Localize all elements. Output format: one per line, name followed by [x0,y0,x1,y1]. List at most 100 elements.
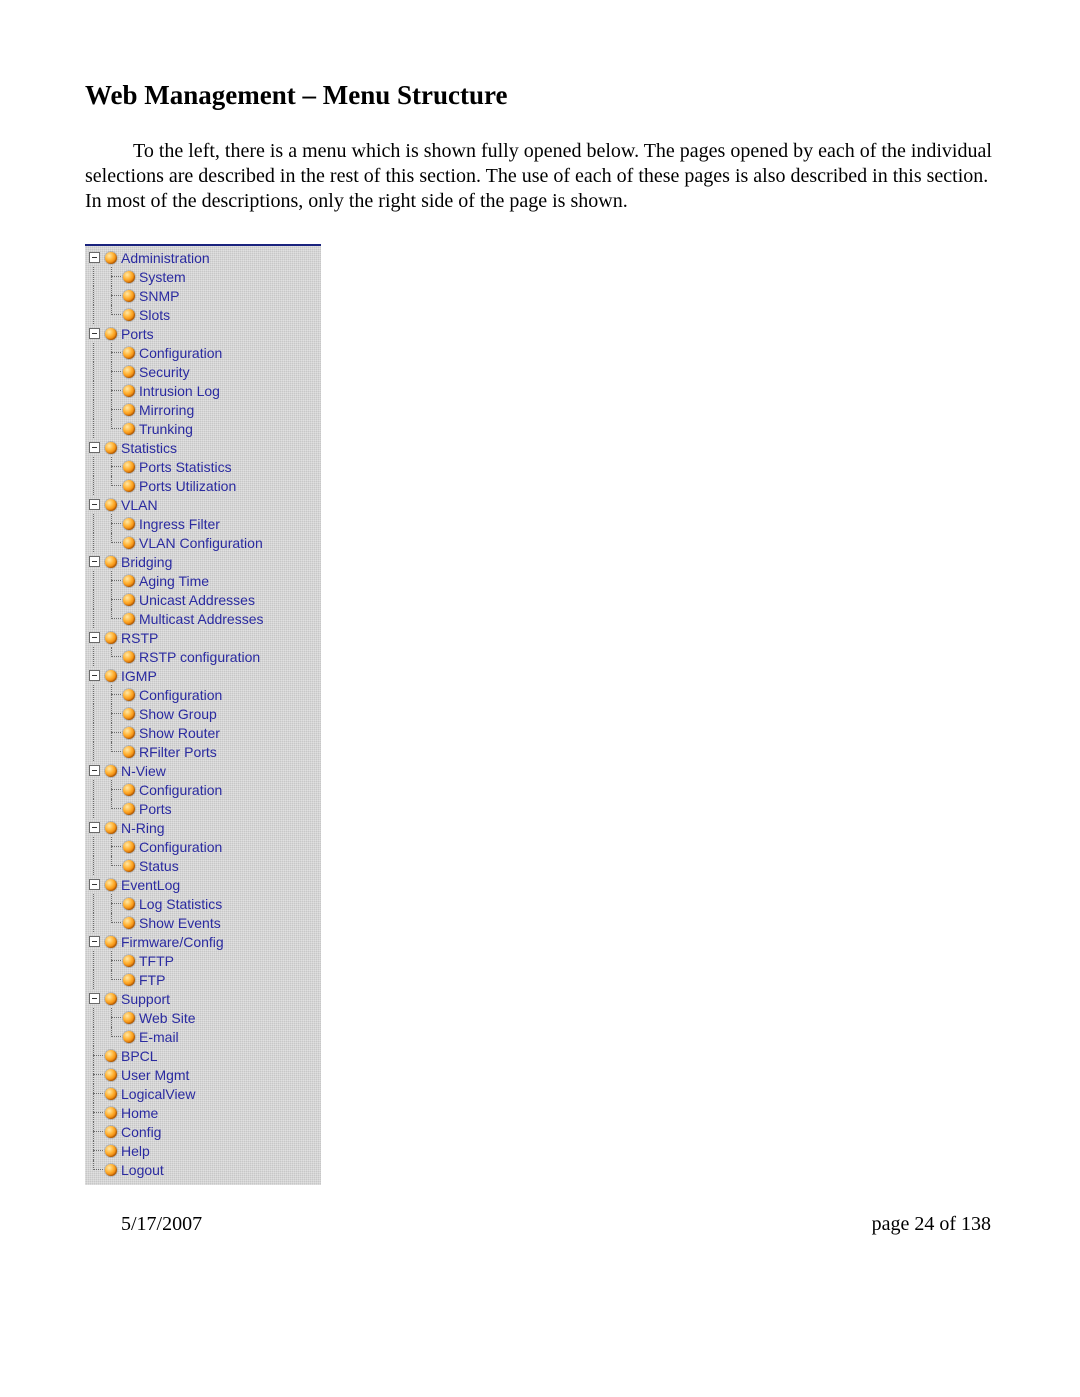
menu-label: Intrusion Log [139,382,220,399]
bullet-icon [123,290,135,302]
menu-label: Bridging [121,553,172,570]
collapse-icon[interactable] [89,556,100,567]
bullet-icon [105,499,117,511]
menu-item-mirroring[interactable]: Mirroring [85,400,321,419]
menu-label: Home [121,1104,158,1121]
bullet-icon [123,1012,135,1024]
menu-item-ftp[interactable]: FTP [85,970,321,989]
collapse-icon[interactable] [89,670,100,681]
collapse-icon[interactable] [89,252,100,263]
menu-item-trunking[interactable]: Trunking [85,419,321,438]
page-footer: 5/17/2007 page 24 of 138 [85,1213,995,1236]
collapse-icon[interactable] [89,765,100,776]
menu-folder-vlan[interactable]: VLAN [85,495,321,514]
collapse-icon[interactable] [89,632,100,643]
menu-folder-support[interactable]: Support [85,989,321,1008]
menu-item-vlan-configuration[interactable]: VLAN Configuration [85,533,321,552]
menu-item-ports-statistics[interactable]: Ports Statistics [85,457,321,476]
bullet-icon [105,879,117,891]
menu-folder-administration[interactable]: Administration [85,248,321,267]
footer-date: 5/17/2007 [121,1213,202,1236]
menu-item-intrusion-log[interactable]: Intrusion Log [85,381,321,400]
bullet-icon [105,1050,117,1062]
bullet-icon [105,1088,117,1100]
menu-folder-igmp[interactable]: IGMP [85,666,321,685]
menu-item-home[interactable]: Home [85,1103,321,1122]
menu-item-web-site[interactable]: Web Site [85,1008,321,1027]
menu-item-logout[interactable]: Logout [85,1160,321,1179]
bullet-icon [123,594,135,606]
bullet-icon [123,651,135,663]
bullet-icon [105,252,117,264]
bullet-icon [105,1164,117,1176]
menu-item-help[interactable]: Help [85,1141,321,1160]
menu-item-slots[interactable]: Slots [85,305,321,324]
menu-item-ports[interactable]: Ports [85,799,321,818]
footer-page: page 24 of 138 [872,1213,991,1236]
menu-folder-n-view[interactable]: N-View [85,761,321,780]
menu-item-configuration[interactable]: Configuration [85,780,321,799]
menu-item-user-mgmt[interactable]: User Mgmt [85,1065,321,1084]
menu-item-logicalview[interactable]: LogicalView [85,1084,321,1103]
menu-folder-bridging[interactable]: Bridging [85,552,321,571]
bullet-icon [123,347,135,359]
menu-label: N-View [121,762,166,779]
bullet-icon [123,955,135,967]
collapse-icon[interactable] [89,993,100,1004]
menu-folder-eventlog[interactable]: EventLog [85,875,321,894]
menu-label: Support [121,990,170,1007]
collapse-icon[interactable] [89,936,100,947]
bullet-icon [123,1031,135,1043]
bullet-icon [123,575,135,587]
collapse-icon[interactable] [89,822,100,833]
bullet-icon [123,746,135,758]
menu-item-system[interactable]: System [85,267,321,286]
menu-label: Ports Statistics [139,458,232,475]
collapse-icon[interactable] [89,328,100,339]
menu-label: RFilter Ports [139,743,217,760]
menu-item-configuration[interactable]: Configuration [85,685,321,704]
menu-label: TFTP [139,952,174,969]
menu-item-tftp[interactable]: TFTP [85,951,321,970]
bullet-icon [123,404,135,416]
menu-label: Unicast Addresses [139,591,255,608]
menu-item-unicast-addresses[interactable]: Unicast Addresses [85,590,321,609]
menu-item-show-group[interactable]: Show Group [85,704,321,723]
menu-item-bpcl[interactable]: BPCL [85,1046,321,1065]
menu-item-config[interactable]: Config [85,1122,321,1141]
bullet-icon [105,328,117,340]
menu-item-aging-time[interactable]: Aging Time [85,571,321,590]
menu-folder-rstp[interactable]: RSTP [85,628,321,647]
menu-label: RSTP configuration [139,648,260,665]
menu-folder-firmware-config[interactable]: Firmware/Config [85,932,321,951]
menu-label: System [139,268,186,285]
menu-label: Aging Time [139,572,209,589]
menu-folder-statistics[interactable]: Statistics [85,438,321,457]
menu-label: Firmware/Config [121,933,224,950]
menu-item-ports-utilization[interactable]: Ports Utilization [85,476,321,495]
menu-item-multicast-addresses[interactable]: Multicast Addresses [85,609,321,628]
menu-item-configuration[interactable]: Configuration [85,837,321,856]
menu-label: VLAN [121,496,158,513]
collapse-icon[interactable] [89,442,100,453]
bullet-icon [123,727,135,739]
menu-item-rstp-configuration[interactable]: RSTP configuration [85,647,321,666]
menu-item-e-mail[interactable]: E-mail [85,1027,321,1046]
menu-item-show-router[interactable]: Show Router [85,723,321,742]
menu-folder-n-ring[interactable]: N-Ring [85,818,321,837]
menu-item-rfilter-ports[interactable]: RFilter Ports [85,742,321,761]
collapse-icon[interactable] [89,499,100,510]
menu-item-status[interactable]: Status [85,856,321,875]
menu-folder-ports[interactable]: Ports [85,324,321,343]
menu-item-show-events[interactable]: Show Events [85,913,321,932]
menu-label: Show Events [139,914,221,931]
bullet-icon [105,1145,117,1157]
menu-item-log-statistics[interactable]: Log Statistics [85,894,321,913]
menu-item-snmp[interactable]: SNMP [85,286,321,305]
collapse-icon[interactable] [89,879,100,890]
menu-label: SNMP [139,287,179,304]
bullet-icon [105,1069,117,1081]
menu-item-configuration[interactable]: Configuration [85,343,321,362]
menu-item-ingress-filter[interactable]: Ingress Filter [85,514,321,533]
menu-item-security[interactable]: Security [85,362,321,381]
